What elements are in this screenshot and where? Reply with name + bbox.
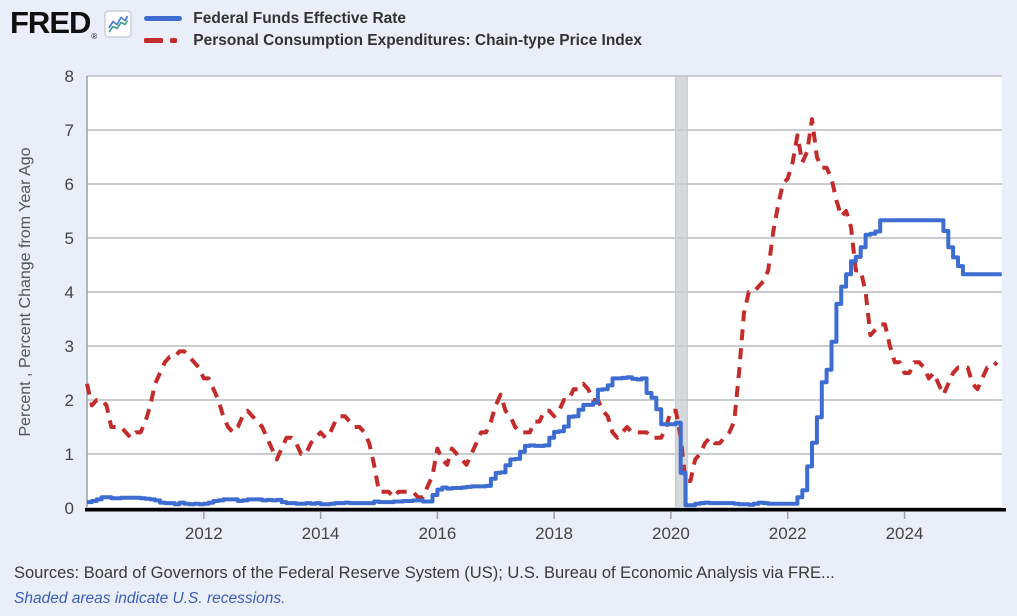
fred-logo[interactable]: FRED ® bbox=[10, 5, 132, 43]
pce-line-swatch bbox=[144, 38, 184, 43]
legend-label-pce: Personal Consumption Expenditures: Chain… bbox=[193, 31, 643, 49]
y-tick-label: 5 bbox=[65, 229, 74, 248]
legend-item-pce: Personal Consumption Expenditures: Chain… bbox=[144, 31, 642, 50]
y-tick-label: 4 bbox=[65, 283, 74, 302]
pce-line bbox=[85, 117, 999, 500]
y-tick-label: 3 bbox=[65, 337, 74, 356]
registered-mark: ® bbox=[91, 32, 98, 41]
x-tick-label: 2016 bbox=[418, 524, 456, 543]
y-tick-label: 0 bbox=[65, 499, 74, 518]
ffr-line bbox=[87, 218, 1002, 508]
x-tick-label: 2014 bbox=[302, 524, 340, 543]
fred-sparkline-icon bbox=[104, 10, 132, 43]
chart-legend: Federal Funds Effective Rate Personal Co… bbox=[144, 9, 642, 50]
header: FRED ® Federal Funds Effective Rate Pers… bbox=[10, 5, 642, 50]
x-axis-line bbox=[85, 508, 1006, 512]
y-tick-label: 6 bbox=[65, 175, 74, 194]
x-tick-label: 2020 bbox=[652, 524, 690, 543]
sources-text: Sources: Board of Governors of the Feder… bbox=[14, 564, 835, 582]
y-tick-label: 2 bbox=[65, 391, 74, 410]
x-tick-label: 2012 bbox=[185, 524, 223, 543]
x-tick-label: 2024 bbox=[886, 524, 924, 543]
fred-logo-text: FRED bbox=[10, 5, 91, 40]
ffr-line-swatch bbox=[144, 16, 184, 21]
recession-note-link[interactable]: Shaded areas indicate U.S. recessions. bbox=[14, 590, 286, 607]
x-tick-label: 2022 bbox=[769, 524, 807, 543]
legend-item-ffr: Federal Funds Effective Rate bbox=[144, 9, 642, 28]
x-tick-label: 2018 bbox=[535, 524, 573, 543]
y-tick-label: 8 bbox=[65, 67, 74, 86]
y-tick-label: 7 bbox=[65, 121, 74, 140]
y-axis-label: Percent , Percent Change from Year Ago bbox=[17, 147, 34, 436]
y-tick-label: 1 bbox=[65, 445, 74, 464]
legend-label-ffr: Federal Funds Effective Rate bbox=[193, 9, 407, 27]
